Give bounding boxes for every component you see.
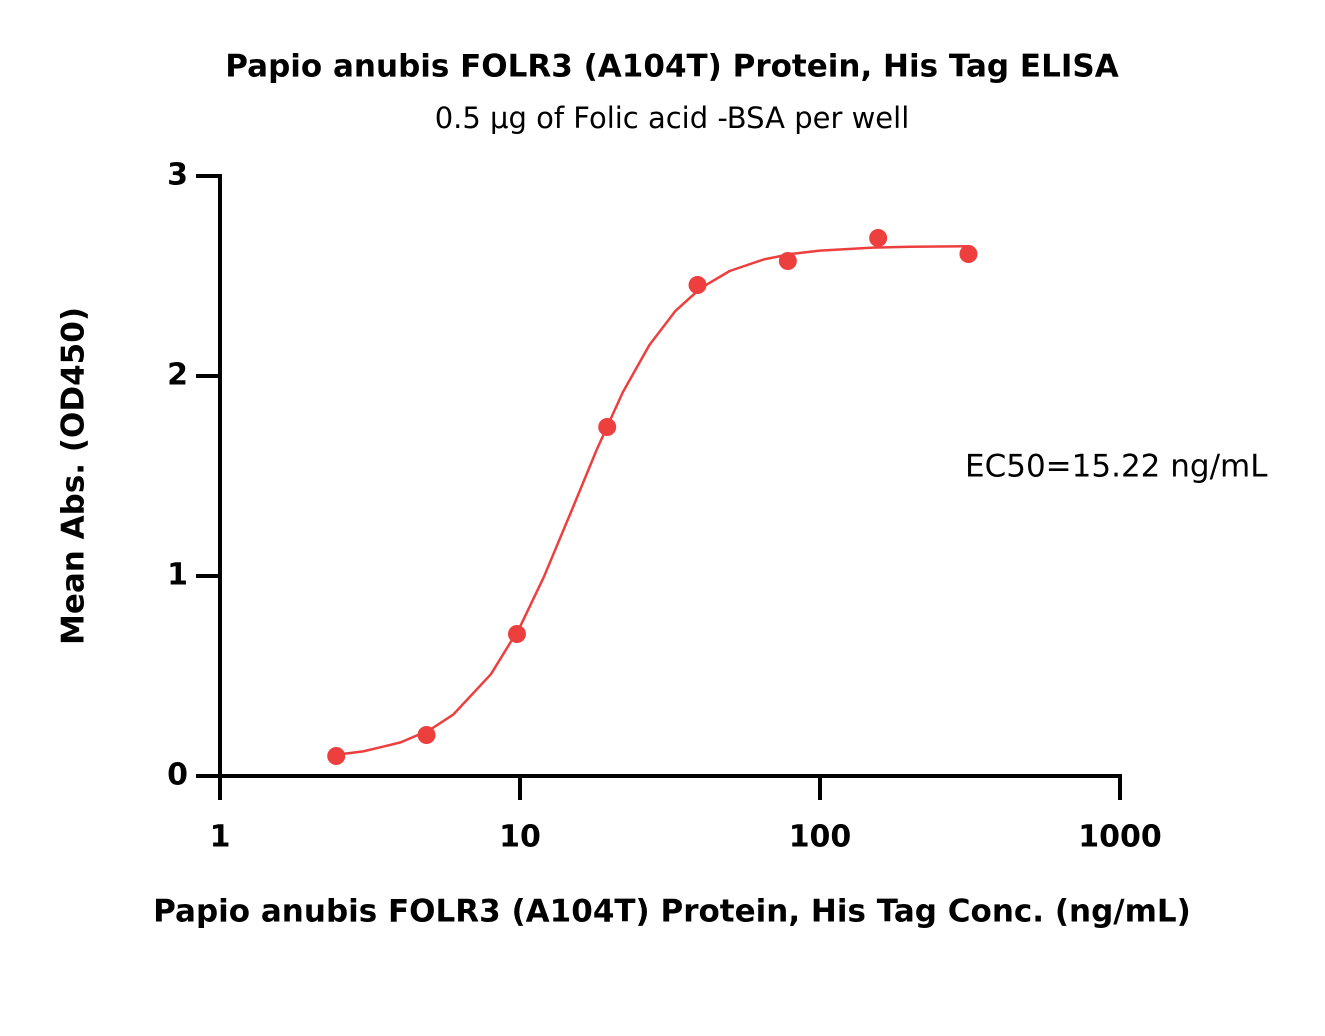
x-tick-label: 10: [499, 820, 541, 855]
data-point: [869, 229, 888, 247]
chart-title: Papio anubis FOLR3 (A104T) Protein, His …: [225, 49, 1118, 85]
data-point: [688, 276, 707, 294]
y-axis-label: Mean Abs. (OD450): [56, 307, 92, 645]
data-point: [598, 418, 617, 436]
data-point: [507, 625, 526, 643]
x-tick-label: 1: [210, 820, 231, 855]
y-tick-label: 0: [167, 758, 188, 793]
y-tick-label: 3: [167, 158, 188, 193]
fit-curve: [336, 244, 969, 757]
chart-subtitle: 0.5 μg of Folic acid -BSA per well: [435, 101, 910, 135]
y-tick-label: 2: [167, 358, 188, 393]
x-tick-label: 1000: [1078, 820, 1162, 855]
data-point: [327, 747, 346, 765]
ec50-annotation: EC50=15.22 ng/mL: [965, 449, 1268, 485]
data-point: [959, 245, 978, 263]
x-axis-label: Papio anubis FOLR3 (A104T) Protein, His …: [153, 894, 1191, 930]
y-tick-label: 1: [167, 558, 188, 593]
x-tick-label: 100: [789, 820, 852, 855]
data-point: [417, 726, 436, 744]
data-point: [778, 252, 797, 270]
